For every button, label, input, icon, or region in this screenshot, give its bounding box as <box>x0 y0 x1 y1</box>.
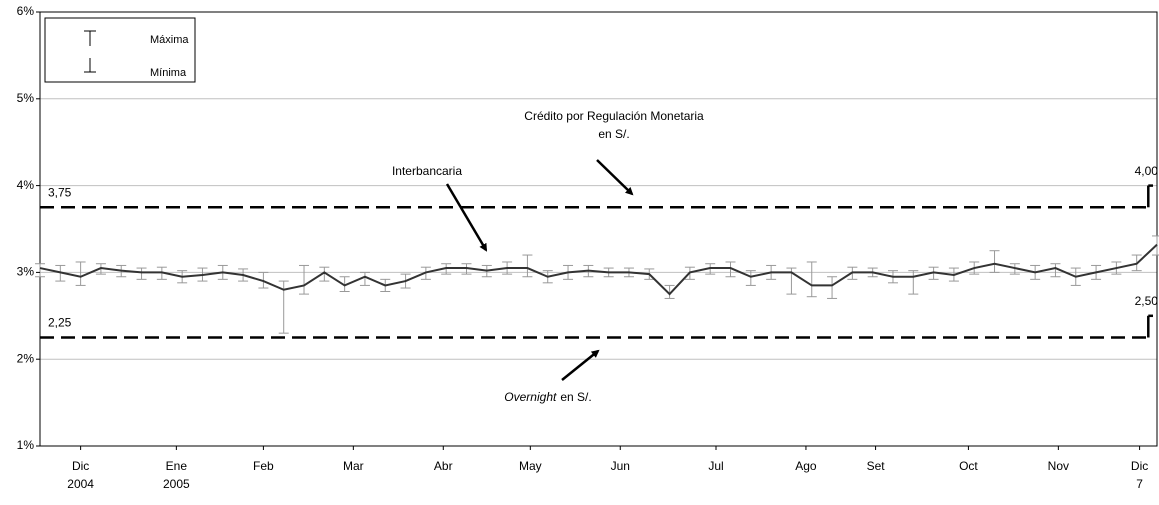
x-tick-label: Nov <box>1048 459 1069 473</box>
value-label: 2,25 <box>48 316 72 330</box>
value-label: 2,50 <box>1135 294 1159 308</box>
y-tick-label: 1% <box>17 438 35 452</box>
arrow <box>445 183 488 252</box>
series-line <box>39 243 1158 296</box>
x-tick-label: Ene <box>166 459 188 473</box>
x-tick-label: May <box>519 459 542 473</box>
annotation-part: Overnight <box>504 390 557 404</box>
x-tick-label: Dic <box>1131 459 1148 473</box>
plot-frame <box>39 11 1158 447</box>
annotation: en S/. <box>598 127 629 141</box>
legend-label: Máxima <box>150 34 189 46</box>
x-tick-label: Feb <box>253 459 274 473</box>
y-tick-label: 2% <box>17 351 35 365</box>
x-tick-label: Dic <box>72 459 89 473</box>
x-tick-label: Jun <box>611 459 630 473</box>
x-tick-sublabel: 7 <box>1136 477 1143 491</box>
value-label: 3,75 <box>48 185 72 199</box>
annotation: Interbancaria <box>392 164 462 178</box>
x-tick-label: Jul <box>708 459 723 473</box>
y-tick-label: 4% <box>17 178 35 192</box>
x-tick-label: Oct <box>959 459 978 473</box>
legend: Máxima Mínima <box>44 17 196 83</box>
x-tick-label: Set <box>867 459 886 473</box>
marks <box>35 184 1159 339</box>
annotation: Crédito por Regulación Monetaria <box>524 109 704 123</box>
x-tick-label: Abr <box>434 459 453 473</box>
y-tick-label: 3% <box>17 265 35 279</box>
arrow <box>596 159 634 196</box>
y-tick-label: 6% <box>17 4 35 18</box>
x-tick-label: Ago <box>795 459 817 473</box>
x-tick-label: Mar <box>343 459 364 473</box>
y-tick-label: 5% <box>17 91 35 105</box>
annotation-part: en S/. <box>560 390 591 404</box>
annotation: Overnight en S/. <box>504 390 591 404</box>
legend-label: Mínima <box>150 67 187 79</box>
x-tick-sublabel: 2005 <box>163 477 190 491</box>
x-tick-sublabel: 2004 <box>67 477 94 491</box>
value-label: 4,00 <box>1135 164 1159 178</box>
arrow <box>561 349 600 381</box>
legend-box <box>44 17 196 83</box>
